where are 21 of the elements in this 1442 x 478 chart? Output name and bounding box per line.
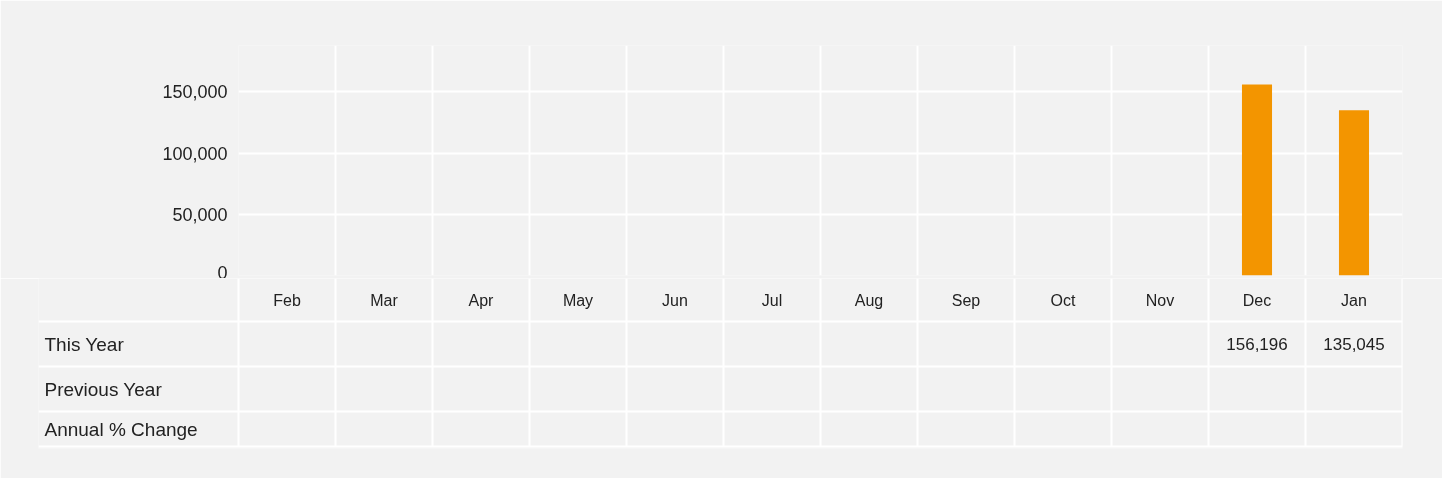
x-tick-label: Oct: [1050, 292, 1076, 309]
x-tick-label: Sep: [951, 292, 981, 309]
text: Previous Year: [44, 378, 163, 400]
y-tick-label: 150,000: [162, 82, 228, 103]
text: Annual % Change: [44, 418, 198, 440]
y-tick-label: 100,000: [162, 143, 228, 164]
x-tick-label: Feb: [273, 292, 301, 309]
x-tick-label: Mar: [370, 292, 399, 309]
x-tick-label: Jun: [662, 292, 688, 309]
data-label: 135,045: [1323, 335, 1385, 354]
x-tick-label: Aug: [854, 292, 884, 309]
data-label: 156,196: [1226, 335, 1288, 354]
x-tick-label: May: [562, 292, 594, 309]
x-tick-label: Nov: [1145, 292, 1175, 309]
y-tick-label: 0: [217, 262, 228, 283]
x-tick-label: Jan: [1341, 292, 1367, 309]
x-tick-label: Dec: [1242, 292, 1272, 309]
x-tick-label: Jul: [761, 292, 783, 309]
text: This Year: [44, 333, 125, 355]
y-tick-label: 50,000: [172, 204, 228, 225]
x-tick-label: Apr: [468, 292, 495, 309]
